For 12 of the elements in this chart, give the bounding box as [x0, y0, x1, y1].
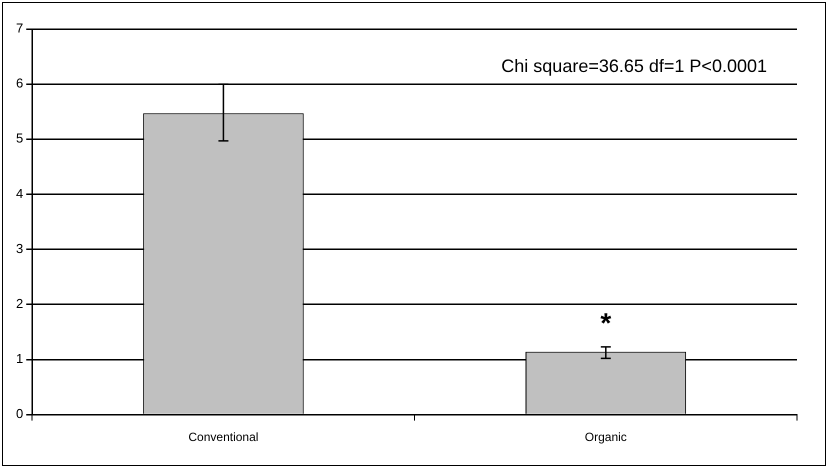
x-tick-label: Conventional — [188, 430, 258, 444]
y-tick-label: 5 — [16, 130, 24, 146]
annotation: * — [600, 308, 612, 339]
y-tick-label: 1 — [16, 351, 24, 366]
y-tick-label: 4 — [16, 186, 24, 201]
y-tick-label: 0 — [16, 406, 24, 422]
annotation: Chi square=36.65 df=1 P<0.0001 — [501, 56, 767, 76]
y-tick-label: 2 — [16, 296, 24, 312]
y-tick-label: 3 — [16, 240, 24, 256]
y-tick-label: 6 — [16, 76, 24, 91]
x-tick-label: Organic — [584, 430, 627, 444]
y-tick-label: 7 — [16, 20, 24, 36]
